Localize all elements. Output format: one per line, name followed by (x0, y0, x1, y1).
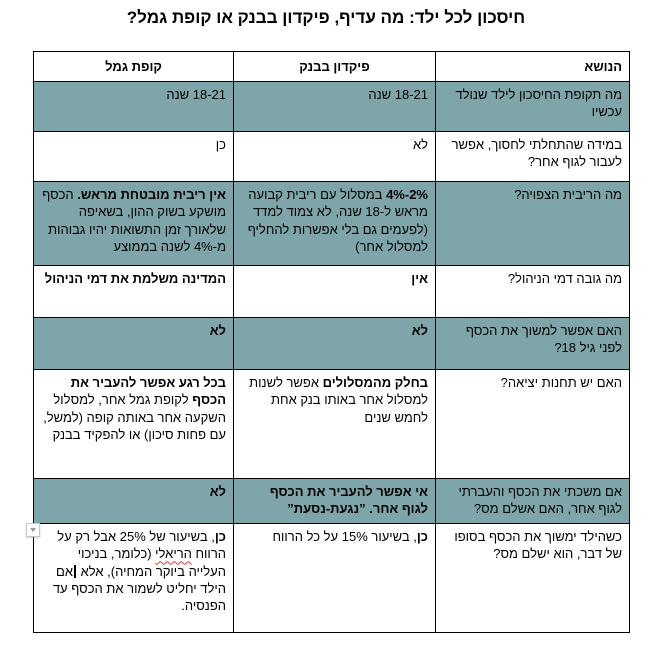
table-row: כשהילד ימשוך את הכסף בסופו של דבר, הוא י… (33, 523, 630, 633)
cell-bank-deposit: 18-21 שנה (233, 81, 436, 132)
cell-text-segment: לקופת גמל אחר, למסלול השקעה אחר באותה קו… (43, 392, 226, 442)
cell-text-segment: בכל רגע אפשר להעביר את הכסף (70, 375, 226, 408)
cell-text-segment: הריאלי (155, 546, 192, 562)
cell-text-segment: 18-21 שנה (368, 87, 428, 102)
text-cursor (74, 564, 76, 578)
table-row: האם אפשר למשוך את הכסף לפני גיל 18? לא לא (33, 317, 630, 370)
chevron-down-icon (30, 528, 36, 532)
cell-text-segment: במסלול עם ריבית קבועה מראש ל-18 שנה, לא … (247, 187, 428, 254)
cell-text-segment: אין (411, 271, 428, 286)
cell-topic: מה תקופת החיסכון לילד שנולד עכשיו (435, 81, 630, 132)
cell-text-segment: (כלומר, בניכוי העלייה ביוקר המחיה), אלא (77, 546, 226, 579)
table-row: במידה שהתחלתי לחסוך, אפשר לעבור לגוף אחר… (33, 131, 630, 182)
column-header-provident-fund: קופת גמל (33, 51, 234, 82)
cell-topic: מה גובה דמי הניהול? (435, 265, 630, 318)
cell-text-segment: הכסף מושקע בשוק ההון, בשאיפה שלאורך זמן … (42, 187, 226, 254)
cell-text-segment: לא (411, 323, 428, 338)
cell-topic: האם אפשר למשוך את הכסף לפני גיל 18? (435, 317, 630, 370)
cell-topic: כשהילד ימשוך את הכסף בסופו של דבר, הוא י… (435, 523, 630, 633)
cell-topic: במידה שהתחלתי לחסוך, אפשר לעבור לגוף אחר… (435, 131, 630, 182)
spellcheck-dropdown-icon[interactable] (26, 523, 40, 537)
cell-text-segment: 2%-4% (386, 187, 428, 202)
cell-bank-deposit: לא (233, 131, 436, 182)
cell-text-segment: בחלק מהמסלולים (322, 375, 428, 390)
table-row: האם יש תחנות יציאה? בחלק מהמסלולים אפשר ל… (33, 369, 630, 479)
cell-text-segment: 18-21 שנה (166, 87, 226, 102)
cell-text-segment: לא (209, 484, 226, 499)
cell-bank-deposit: לא (233, 317, 436, 370)
table-row: מה גובה דמי הניהול? אין המדינה משלמת את דמ… (33, 265, 630, 318)
table-body: מה תקופת החיסכון לילד שנולד עכשיו 18-21 ש… (33, 81, 630, 633)
cell-provident-fund: לא (33, 317, 234, 370)
cell-bank-deposit: בחלק מהמסלולים אפשר לשנות למסלול אחר באו… (233, 369, 436, 479)
cell-text-segment: המדינה משלמת את דמי הניהול (44, 271, 226, 286)
cell-text-segment: כן (214, 529, 226, 544)
cell-provident-fund: 18-21 שנה (33, 81, 234, 132)
cell-text-segment: , בשיעור של 25% אבל רק על הרווח (57, 529, 226, 562)
column-header-topic: הנושא (435, 51, 630, 82)
cell-text-segment: אין ריבית מובטחת מראש. (77, 187, 226, 202)
page-title: חיסכון לכל ילד: מה עדיף, פיקדון בבנק או … (126, 8, 526, 27)
cell-text-segment: לא (209, 323, 226, 338)
table-row: מה תקופת החיסכון לילד שנולד עכשיו 18-21 ש… (33, 81, 630, 132)
cell-text-segment: אפשר לשנות למסלול אחר באותו בנק אחת לחמש… (249, 375, 428, 425)
cell-provident-fund: המדינה משלמת את דמי הניהול (33, 265, 234, 318)
cell-text-segment: אם הילד יחליט לשמור את הכסף עד הפנסיה. (52, 563, 226, 614)
comparison-table: הנושא פיקדון בבנק קופת גמל מה תקופת החיס… (33, 51, 630, 633)
cell-bank-deposit: אי אפשר להעביר את הכסף לגוף אחר. ”נגעת-נ… (233, 478, 436, 524)
cell-provident-fund: כן (33, 131, 234, 182)
cell-provident-fund: בכל רגע אפשר להעביר את הכסף לקופת גמל אח… (33, 369, 234, 479)
cell-text-segment: כן (215, 137, 226, 152)
table-row: אם משכתי את הכסף והעברתי לגוף אחר, האם א… (33, 478, 630, 524)
cell-provident-fund: לא (33, 478, 234, 524)
cell-text-segment: אי אפשר להעביר את הכסף לגוף אחר. ”נגעת-נ… (269, 484, 428, 517)
table-header-row: הנושא פיקדון בבנק קופת גמל (33, 51, 630, 82)
cell-text-segment: , בשיעור 15% על כל הרווח (272, 529, 417, 544)
column-header-bank-deposit: פיקדון בבנק (233, 51, 436, 82)
cell-provident-fund: אין ריבית מובטחת מראש. הכסף מושקע בשוק ה… (33, 181, 234, 266)
cell-text-segment: לא (412, 137, 428, 152)
cell-topic: מה הריבית הצפויה? (435, 181, 630, 266)
cell-topic: אם משכתי את הכסף והעברתי לגוף אחר, האם א… (435, 478, 630, 524)
cell-bank-deposit: 2%-4% במסלול עם ריבית קבועה מראש ל-18 שנ… (233, 181, 436, 266)
cell-text-segment: כן (416, 529, 428, 544)
table-row: מה הריבית הצפויה? 2%-4% במסלול עם ריבית ק… (33, 181, 630, 266)
cell-bank-deposit: אין (233, 265, 436, 318)
cell-provident-fund: כן, בשיעור של 25% אבל רק על הרווח הריאלי… (33, 523, 234, 633)
cell-bank-deposit: כן, בשיעור 15% על כל הרווח (233, 523, 436, 633)
cell-topic: האם יש תחנות יציאה? (435, 369, 630, 479)
